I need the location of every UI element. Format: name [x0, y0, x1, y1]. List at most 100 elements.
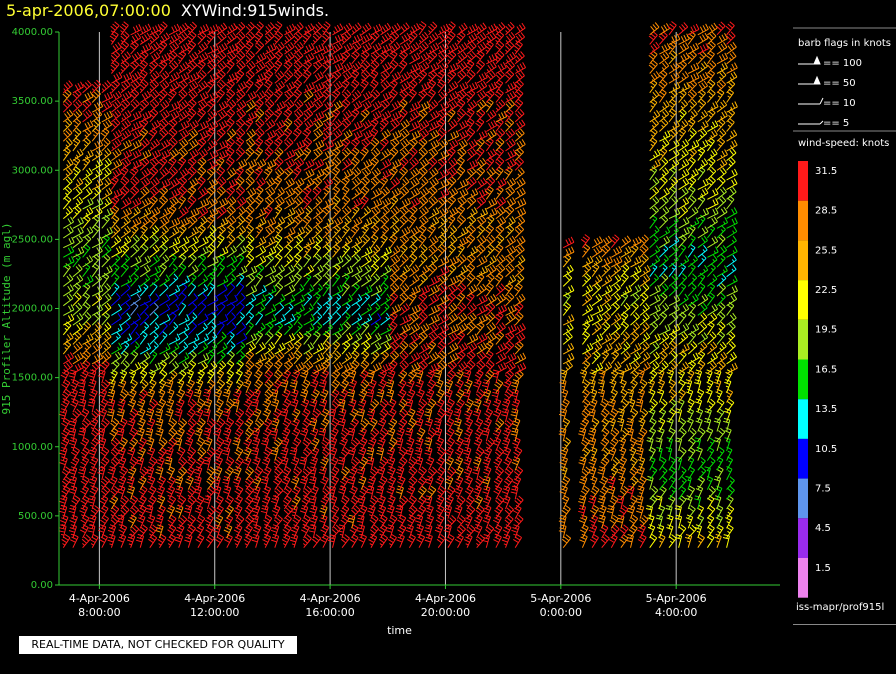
speed-color-swatch	[798, 240, 808, 281]
wind-barb	[378, 475, 388, 490]
wind-barb	[447, 157, 458, 171]
wind-barb	[610, 369, 619, 384]
wind-barb	[726, 186, 737, 200]
wind-barb	[168, 342, 180, 355]
wind-barb	[668, 360, 679, 374]
wind-barb	[245, 138, 256, 152]
wind-barb	[337, 398, 346, 413]
wind-barb	[505, 197, 517, 210]
wind-barb	[197, 369, 205, 384]
wind-barb	[100, 127, 110, 142]
wind-barb	[91, 352, 104, 365]
wind-barb	[601, 417, 610, 432]
wind-barb	[377, 504, 387, 519]
wind-barb	[370, 254, 380, 268]
wind-barb	[504, 418, 514, 432]
wind-barb	[216, 139, 229, 152]
wind-barb	[341, 50, 351, 65]
wind-barb	[207, 321, 217, 336]
wind-barb	[447, 214, 456, 229]
wind-barb	[197, 283, 209, 297]
wind-barb	[187, 350, 197, 365]
wind-barb	[111, 351, 122, 365]
wind-barb	[194, 466, 203, 481]
wind-barb	[513, 533, 523, 548]
wind-barb	[378, 533, 389, 548]
wind-barb	[168, 166, 178, 181]
wind-barb	[668, 89, 678, 103]
wind-barb	[659, 244, 669, 258]
wind-barb	[214, 456, 223, 471]
wind-barb	[707, 60, 717, 74]
wind-barb	[582, 284, 594, 297]
wind-barb	[235, 69, 245, 84]
wind-barb	[207, 244, 216, 258]
wind-barb	[233, 533, 243, 548]
wind-barb	[485, 234, 496, 249]
wind-barb	[380, 333, 392, 345]
wind-barb	[428, 235, 439, 249]
wind-barb	[264, 285, 277, 297]
wind-barb	[484, 40, 494, 55]
wind-barb	[707, 224, 716, 239]
wind-barb	[380, 246, 392, 258]
wind-barb	[282, 514, 292, 529]
wind-barb	[514, 244, 525, 258]
wind-barb	[378, 369, 387, 384]
wind-barb	[174, 475, 184, 490]
wind-barb	[139, 149, 152, 162]
wind-barb	[417, 234, 427, 248]
wind-barb	[457, 254, 467, 268]
wind-barb	[207, 207, 219, 220]
wind-barb	[225, 398, 235, 413]
wind-barb	[158, 40, 168, 55]
wind-barb	[264, 314, 277, 326]
wind-barb	[350, 137, 360, 152]
wind-barb	[82, 275, 94, 287]
wind-barb	[697, 427, 706, 442]
wind-barb	[715, 388, 723, 403]
wind-barb	[668, 331, 678, 345]
wind-barb	[649, 118, 659, 132]
wind-barb	[659, 341, 670, 355]
wind-barb	[456, 292, 466, 307]
wind-barb	[697, 264, 709, 278]
wind-barb	[332, 119, 343, 132]
wind-barb	[399, 243, 408, 258]
wind-barb	[332, 224, 341, 239]
wind-barb	[168, 245, 180, 258]
wind-barb	[658, 79, 668, 94]
wind-barb	[82, 321, 92, 336]
wind-barb	[313, 362, 325, 374]
wind-barb	[668, 244, 679, 258]
wind-barb	[72, 235, 83, 249]
wind-barb	[111, 235, 122, 249]
wind-barb	[129, 60, 140, 74]
wind-barb	[139, 255, 152, 268]
wind-barb	[514, 187, 526, 200]
wind-barb	[310, 379, 319, 394]
wind-barb	[91, 293, 103, 307]
wind-barb	[476, 80, 488, 94]
wind-barb	[293, 215, 303, 229]
wind-barb	[436, 388, 445, 403]
wind-barb	[322, 312, 333, 326]
wind-barb	[322, 244, 332, 258]
wind-barb	[697, 61, 708, 74]
wind-barb	[639, 361, 651, 374]
wind-barb	[436, 408, 447, 423]
wind-barb	[601, 427, 610, 442]
wind-barb	[244, 40, 254, 55]
wind-barb	[312, 215, 323, 229]
wind-barb	[264, 187, 276, 200]
wind-barb	[707, 312, 718, 326]
wind-barb	[89, 456, 99, 471]
wind-barb	[436, 485, 447, 500]
wind-barb	[350, 437, 361, 452]
wind-barb	[492, 408, 502, 423]
wind-barb	[108, 475, 118, 490]
wind-barb	[332, 23, 344, 36]
wind-barb	[284, 31, 295, 45]
legend: barb flags in knots== 100== 50== 10== 5w…	[793, 27, 896, 598]
wind-barb	[655, 514, 663, 529]
